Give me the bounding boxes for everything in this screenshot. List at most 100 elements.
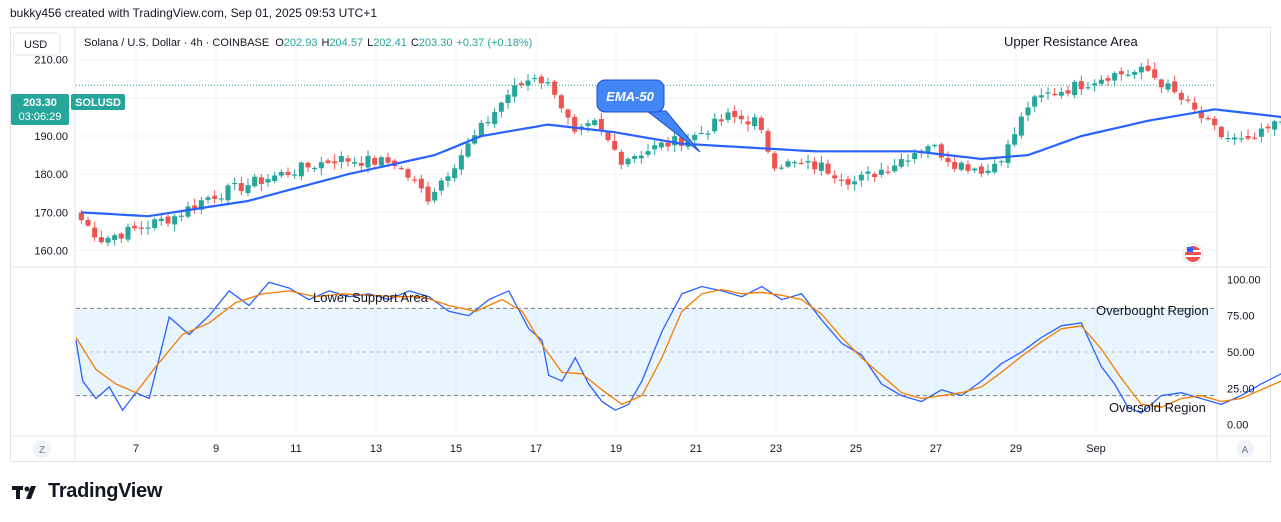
z-button[interactable]: Z [33,440,51,458]
close-value: 203.30 [419,37,453,49]
candle-body [858,174,864,181]
ema-callout-label: EMA-50 [606,89,654,104]
candle-body [452,168,458,179]
candle-body [185,206,191,217]
candle-body [965,164,971,171]
candle [245,178,251,197]
candle [978,163,984,178]
candle [985,164,991,176]
candle-body [192,205,198,209]
candle-body [145,227,151,229]
candle-body [632,156,638,159]
open-label: O [275,37,284,49]
candle [892,158,898,174]
candle [292,169,298,179]
z-button-label: Z [39,445,45,456]
candle-body [345,158,351,162]
candle [1265,123,1271,133]
oscillator-tick-label: 25.00 [1227,383,1255,395]
time-tick-label: 7 [133,443,139,455]
candle-body [318,162,324,169]
oscillator-tick-label: 50.00 [1227,347,1255,359]
candle [325,158,331,165]
candle-body [232,182,238,185]
candle-body [272,175,278,182]
candle [745,115,751,132]
oscillator-tick-label: 75.00 [1227,311,1255,323]
candle-body [425,186,431,202]
candle-body [125,226,131,240]
us-flag-icon[interactable] [1182,243,1204,265]
candle [1072,79,1078,99]
candle [792,160,798,168]
candle-body [445,176,451,181]
candle-body [672,136,678,146]
candle-body [372,158,378,165]
candle-body [1192,102,1198,110]
candle-body [238,183,244,192]
candle-body [1145,65,1151,71]
time-tick-label: 11 [290,443,301,455]
candle-body [972,168,978,171]
candle [838,173,844,187]
candle [352,157,358,168]
candle-body [765,131,771,152]
candle [765,128,771,154]
candle-body [738,115,744,120]
time-tick-label: 21 [690,443,702,455]
candle-body [592,120,598,126]
candle [265,174,271,187]
candle [138,221,144,236]
candle [452,164,458,182]
candle-body [1098,79,1104,84]
candle-body [712,118,718,132]
last-price-tag: 203.30 03:06:29 SOLUSD [11,94,125,125]
candle-body [532,77,538,80]
candle-body [558,95,564,109]
time-tick-label: 27 [930,443,942,455]
candle [258,174,264,192]
candle-body [412,179,418,181]
candle-body [338,156,344,163]
candle-body [912,153,918,160]
candle [225,183,231,204]
candle [752,113,758,131]
candle-body [1232,137,1238,140]
candle [1198,106,1204,124]
time-tick-label: 9 [213,443,219,455]
candle-body [645,151,651,155]
candle-body [138,227,144,229]
lower-support-label: Lower Support Area [313,290,429,305]
candle-body [772,153,778,169]
ema-50-line [81,108,1281,218]
ema-callout: EMA-50 [596,79,701,153]
candle [712,112,718,134]
candle-body [292,174,298,176]
candle [718,113,724,126]
currency-button[interactable]: USD [13,32,61,56]
candle [485,116,491,127]
a-button[interactable]: A [1236,440,1254,458]
candle-body [892,165,898,172]
candle-body [732,110,738,117]
candle-body [252,176,258,187]
candle-body [432,191,438,201]
candle-body [905,160,911,162]
candle-body [525,80,531,86]
high-label: H [321,37,329,49]
candle-body [1158,79,1164,88]
candle [1092,79,1098,92]
candle [958,160,964,172]
tradingview-logo[interactable]: TradingView [12,480,162,503]
candle-body [285,172,291,175]
candle-body [518,83,524,86]
candle-body [938,144,944,158]
candle-body [1072,81,1078,96]
candle [738,110,744,125]
candle [1112,71,1118,87]
candle-body [872,173,878,178]
price-tick-label: 210.00 [34,55,68,67]
candle [118,232,124,243]
